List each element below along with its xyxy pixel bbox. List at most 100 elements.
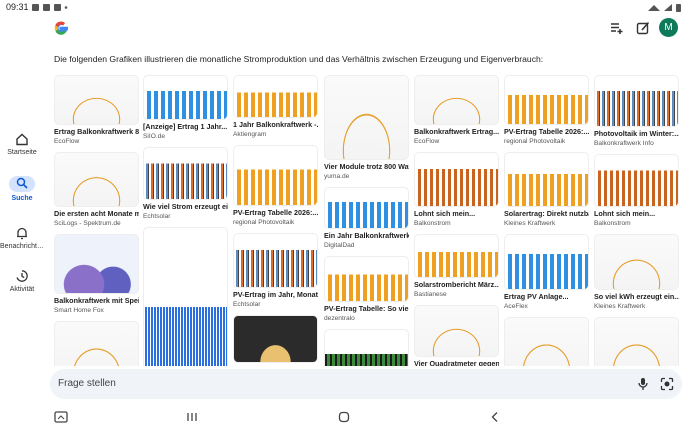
result-title[interactable]: Ertrag PV Anlage... xyxy=(504,292,569,301)
result-title[interactable]: PV-Ertrag im Jahr, Monat... xyxy=(233,290,318,299)
google-logo[interactable] xyxy=(52,19,70,37)
intro-text: Die folgenden Grafiken illustrieren die … xyxy=(54,54,544,64)
image-result[interactable]: PV-Ertrag Tabelle: So viel... dezentralo xyxy=(324,256,409,323)
thumbnail[interactable] xyxy=(594,154,679,207)
image-result[interactable]: Solarertrag: Direkt nutzbar... Kleines Kr… xyxy=(504,152,589,228)
image-result[interactable]: 1 Jahr Balkonkraftwerk -... Aktiengram xyxy=(233,75,318,139)
result-title[interactable]: Ein Jahr Balkonkraftwerk -... xyxy=(324,231,409,240)
thumbnail[interactable] xyxy=(54,75,139,125)
thumbnail[interactable] xyxy=(324,329,409,366)
image-result[interactable]: PV-Ertrag Tabelle 2026:... regional Photo… xyxy=(233,145,318,227)
image-result[interactable]: PV-Ertrag Tabelle 2026:... regional Photo… xyxy=(504,75,589,146)
thumbnail[interactable] xyxy=(233,233,318,288)
result-source: Aktiengram xyxy=(233,131,267,138)
thumbnail[interactable] xyxy=(504,75,589,125)
nav-notifications[interactable]: Benachricht… xyxy=(0,226,44,250)
result-source: Bastianese xyxy=(414,291,447,298)
thumbnail[interactable] xyxy=(504,317,589,366)
image-result[interactable]: So viel kWh erzeugt ein... Kleines Kraftw… xyxy=(594,234,679,311)
result-title[interactable]: Balkonkraftwerk ein Jahr i... xyxy=(233,365,318,366)
playlist-add-button[interactable] xyxy=(610,21,624,35)
nav-search[interactable]: Suche xyxy=(0,176,44,202)
result-source: SiIO.de xyxy=(143,133,165,140)
result-title[interactable]: Balkonkraftwerk mit Speich... xyxy=(54,296,139,305)
thumbnail[interactable] xyxy=(143,147,228,200)
image-result[interactable] xyxy=(324,329,409,366)
image-result[interactable]: Balkonkraftwerk ein Jahr i... xyxy=(233,315,318,366)
result-title[interactable]: Balkonkraftwerk Ertrag... xyxy=(414,127,499,136)
image-result[interactable]: Wie viel Strom erzeugt eine... Echtsolar xyxy=(143,147,228,221)
image-result[interactable]: Solarstrombericht März... Bastianese xyxy=(414,234,499,299)
nav-label: Suche xyxy=(11,195,33,202)
result-title[interactable]: Wie viel Strom erzeugt eine... xyxy=(143,202,228,211)
search-bar[interactable] xyxy=(50,369,682,399)
image-result[interactable]: Balkonkraftwerk Ertrag... EcoFlow xyxy=(414,75,499,146)
result-title[interactable]: Photovoltaik im Winter:... xyxy=(594,129,679,138)
result-title[interactable]: Ertrag Balkonkraftwerk 80... xyxy=(54,127,139,136)
result-title[interactable]: [Anzeige] Ertrag 1 Jahr... xyxy=(143,122,228,131)
thumbnail[interactable] xyxy=(54,321,139,366)
thumbnail[interactable] xyxy=(54,234,139,294)
image-result[interactable]: Vier Quadratmeter gegen... xyxy=(414,305,499,366)
back-button[interactable] xyxy=(490,411,500,423)
result-source: Smart Home Fox xyxy=(54,307,104,314)
image-result[interactable]: Vier Module trotz 800 Watt... yuma.de xyxy=(324,75,409,181)
result-title[interactable]: Lohnt sich mein... xyxy=(594,209,656,218)
thumbnail[interactable] xyxy=(324,187,409,229)
recents-button[interactable] xyxy=(186,412,198,422)
image-results: Ertrag Balkonkraftwerk 80... EcoFlow Die e… xyxy=(54,72,682,366)
result-title[interactable]: Die ersten acht Monate mit... xyxy=(54,209,139,218)
thumbnail[interactable] xyxy=(324,256,409,302)
image-result[interactable] xyxy=(54,321,139,366)
result-title[interactable]: PV-Ertrag Tabelle: So viel... xyxy=(324,304,409,313)
thumbnail[interactable] xyxy=(143,75,228,120)
thumbnail[interactable] xyxy=(414,305,499,357)
image-result[interactable] xyxy=(594,317,679,366)
lens-button[interactable] xyxy=(660,377,674,391)
thumbnail[interactable] xyxy=(233,145,318,206)
thumbnail[interactable] xyxy=(233,75,318,118)
edit-button[interactable] xyxy=(636,21,650,35)
image-result[interactable]: Balkonkraftwerk mit Speich... Smart Home … xyxy=(54,234,139,315)
thumbnail[interactable] xyxy=(414,75,499,125)
image-result[interactable]: Ertrag PV Anlage... AceFlex xyxy=(504,234,589,311)
image-result[interactable]: Ein Jahr Balkonkraftwerk -... DigitalDad xyxy=(324,187,409,250)
thumbnail[interactable] xyxy=(594,75,679,127)
search-placeholder[interactable]: Frage stellen xyxy=(58,378,116,389)
result-title[interactable]: PV-Ertrag Tabelle 2026:... xyxy=(233,208,318,217)
result-title[interactable]: Vier Module trotz 800 Watt... xyxy=(324,162,409,171)
image-result[interactable]: Lohnt sich mein... Balkonstrom xyxy=(414,152,499,228)
home-button[interactable] xyxy=(338,411,350,423)
thumbnail[interactable] xyxy=(504,234,589,290)
image-result[interactable]: PV-Ertrag im Jahr, Monat... Echtsolar xyxy=(233,233,318,309)
mic-button[interactable] xyxy=(637,377,649,391)
image-result[interactable]: [Anzeige] Ertrag 1 Jahr... SiIO.de xyxy=(143,75,228,141)
result-title[interactable]: 1 Jahr Balkonkraftwerk -... xyxy=(233,120,318,129)
thumbnail[interactable] xyxy=(324,75,409,160)
thumbnail[interactable] xyxy=(54,152,139,207)
image-result[interactable]: Photovoltaik im Winter:... Balkonkraftwer… xyxy=(594,75,679,148)
result-title[interactable]: PV-Ertrag Tabelle 2026:... xyxy=(504,127,589,136)
result-title[interactable]: Vier Quadratmeter gegen... xyxy=(414,359,499,366)
result-source: regional Photovoltaik xyxy=(233,219,295,226)
image-result[interactable] xyxy=(504,317,589,366)
nav-home[interactable]: Startseite xyxy=(0,132,44,156)
result-title[interactable]: Lohnt sich mein... xyxy=(414,209,476,218)
thumbnail[interactable] xyxy=(414,152,499,207)
thumbnail[interactable] xyxy=(504,152,589,207)
result-title[interactable]: So viel kWh erzeugt ein... xyxy=(594,292,679,301)
thumbnail[interactable] xyxy=(414,234,499,278)
result-title[interactable]: Solarstrombericht März... xyxy=(414,280,499,289)
image-result[interactable]: Die ersten acht Monate mit... SciLogs - S… xyxy=(54,152,139,228)
image-result[interactable]: Lohnt sich mein... Balkonstrom xyxy=(594,154,679,228)
thumbnail[interactable] xyxy=(594,317,679,366)
nav-activity[interactable]: Aktivität xyxy=(0,269,44,293)
result-title[interactable]: Solarertrag: Direkt nutzbar... xyxy=(504,209,589,218)
thumbnail[interactable] xyxy=(594,234,679,290)
thumbnail[interactable] xyxy=(143,227,228,366)
account-avatar[interactable]: M xyxy=(659,18,678,37)
image-result[interactable] xyxy=(143,227,228,366)
screenshot-button[interactable] xyxy=(54,411,68,423)
thumbnail[interactable] xyxy=(233,315,318,363)
image-result[interactable]: Ertrag Balkonkraftwerk 80... EcoFlow xyxy=(54,75,139,146)
